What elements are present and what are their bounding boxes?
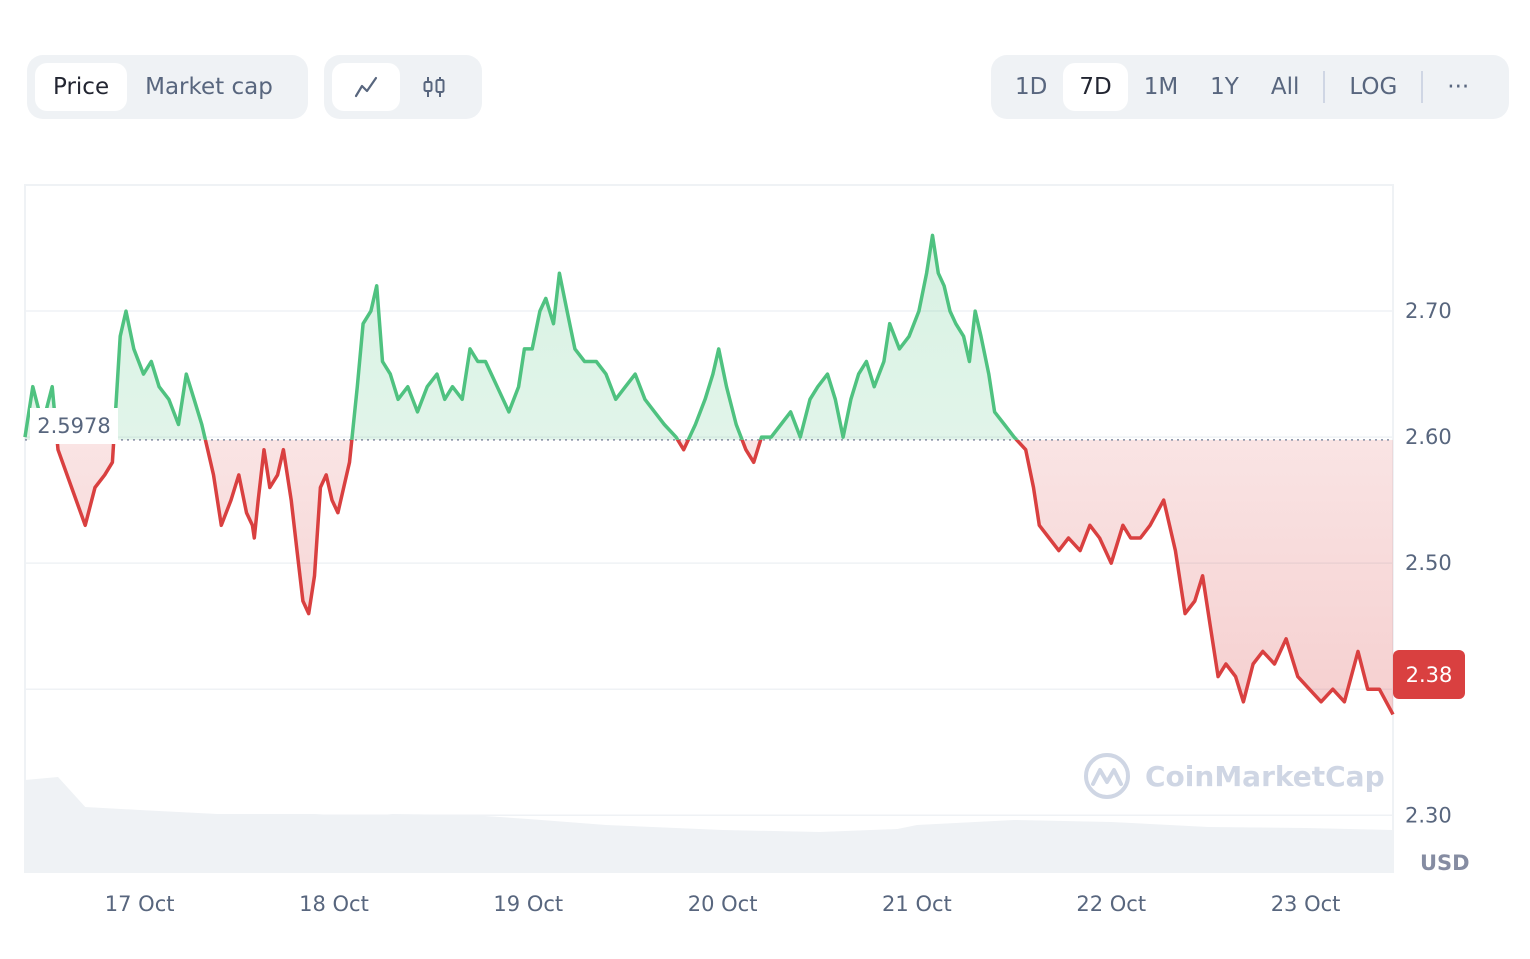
y-axis: 2.302.402.502.602.70 bbox=[1405, 299, 1452, 827]
time-range-selector: 1D 7D 1M 1Y All LOG ··· bbox=[991, 55, 1509, 119]
price-marketcap-toggle: Price Market cap bbox=[27, 55, 308, 119]
range-1m-button[interactable]: 1M bbox=[1143, 74, 1179, 100]
currency-label: USD bbox=[1420, 851, 1470, 875]
line-chart-button[interactable] bbox=[332, 63, 400, 111]
x-axis: 17 Oct 18 Oct 19 Oct 20 Oct 21 Oct 22 Oct 23 O… bbox=[105, 892, 1341, 916]
baseline-price-label: 2.5978 bbox=[30, 408, 118, 444]
toolbar-divider bbox=[1323, 71, 1326, 103]
x-tick-label: 20 Oct bbox=[688, 892, 758, 916]
range-7d-button[interactable]: 7D bbox=[1063, 63, 1128, 111]
current-price-badge: 2.38 bbox=[1393, 650, 1465, 699]
x-tick-label: 21 Oct bbox=[882, 892, 952, 916]
y-tick-label: 2.70 bbox=[1405, 299, 1452, 323]
price-line-up bbox=[23, 233, 1020, 440]
y-tick-label: 2.50 bbox=[1405, 551, 1452, 575]
line-chart-icon bbox=[354, 76, 378, 98]
candlestick-button[interactable] bbox=[400, 63, 468, 111]
x-tick-label: 23 Oct bbox=[1271, 892, 1341, 916]
watermark-text: CoinMarketCap bbox=[1145, 759, 1385, 793]
x-tick-label: 17 Oct bbox=[105, 892, 175, 916]
coinmarketcap-logo-icon bbox=[1084, 753, 1130, 799]
range-all-button[interactable]: All bbox=[1270, 74, 1300, 100]
range-1d-button[interactable]: 1D bbox=[1015, 74, 1048, 100]
below-baseline-area bbox=[57, 439, 1393, 715]
x-tick-label: 19 Oct bbox=[493, 892, 563, 916]
x-tick-label: 18 Oct bbox=[299, 892, 369, 916]
tab-market-cap[interactable]: Market cap bbox=[145, 74, 273, 100]
price-line-down bbox=[55, 439, 1395, 716]
more-dots-icon[interactable]: ··· bbox=[1447, 74, 1470, 100]
y-tick-label: 2.60 bbox=[1405, 425, 1452, 449]
volume-area bbox=[25, 777, 1393, 872]
watermark: CoinMarketCap bbox=[1083, 752, 1385, 800]
candlestick-icon bbox=[423, 77, 445, 97]
x-tick-label: 22 Oct bbox=[1076, 892, 1146, 916]
chart-style-toggle bbox=[324, 55, 482, 119]
toolbar-divider bbox=[1421, 71, 1424, 103]
above-baseline-area bbox=[25, 235, 1393, 440]
range-1y-button[interactable]: 1Y bbox=[1210, 74, 1239, 100]
log-scale-button[interactable]: LOG bbox=[1349, 74, 1398, 100]
tab-price[interactable]: Price bbox=[35, 63, 128, 111]
y-tick-label: 2.30 bbox=[1405, 803, 1452, 827]
